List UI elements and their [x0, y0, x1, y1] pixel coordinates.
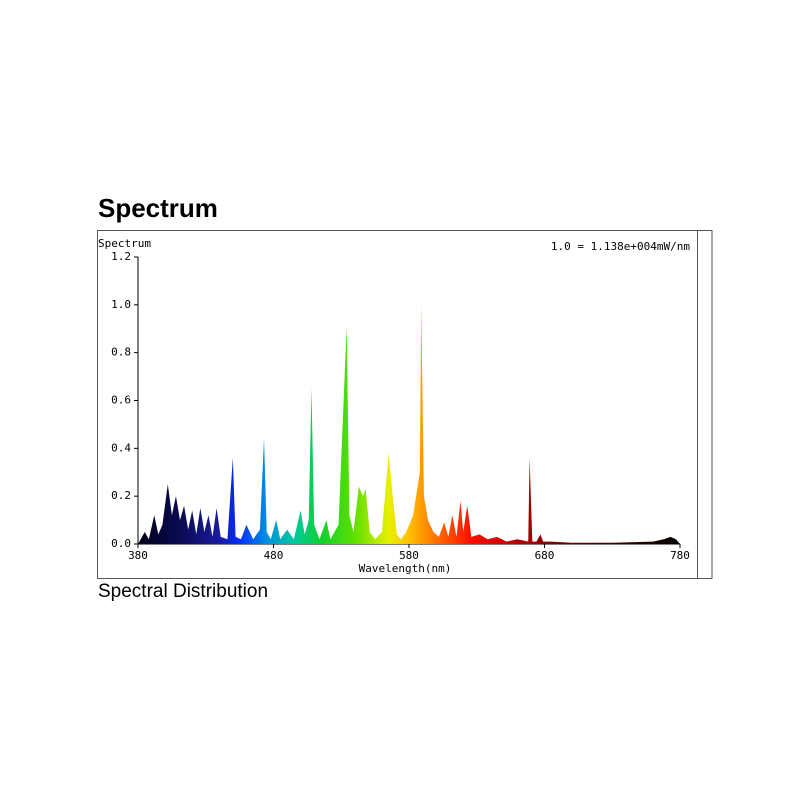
y-tick-label: 0.6	[111, 394, 131, 407]
caption: Spectral Distribution	[98, 581, 268, 602]
x-tick-label: 780	[670, 549, 690, 562]
y-axis-label: Spectrum	[98, 237, 151, 250]
page-title: Spectrum	[98, 193, 218, 223]
x-axis-label: Wavelength(nm)	[359, 562, 452, 575]
y-tick-label: 0.2	[111, 489, 131, 502]
y-tick-label: 1.2	[111, 250, 131, 263]
x-tick-label: 580	[399, 549, 419, 562]
x-tick-label: 380	[128, 549, 148, 562]
spectrum-area	[138, 304, 680, 544]
frame	[97, 230, 698, 579]
y-tick-label: 1.0	[111, 298, 131, 311]
annotation: 1.0 = 1.138e+004mW/nm	[551, 240, 690, 253]
x-tick-label: 680	[535, 549, 555, 562]
y-tick-label: 0.0	[111, 537, 131, 550]
y-tick-label: 0.8	[111, 346, 131, 359]
y-tick-label: 0.4	[111, 441, 131, 454]
x-tick-label: 480	[264, 549, 284, 562]
